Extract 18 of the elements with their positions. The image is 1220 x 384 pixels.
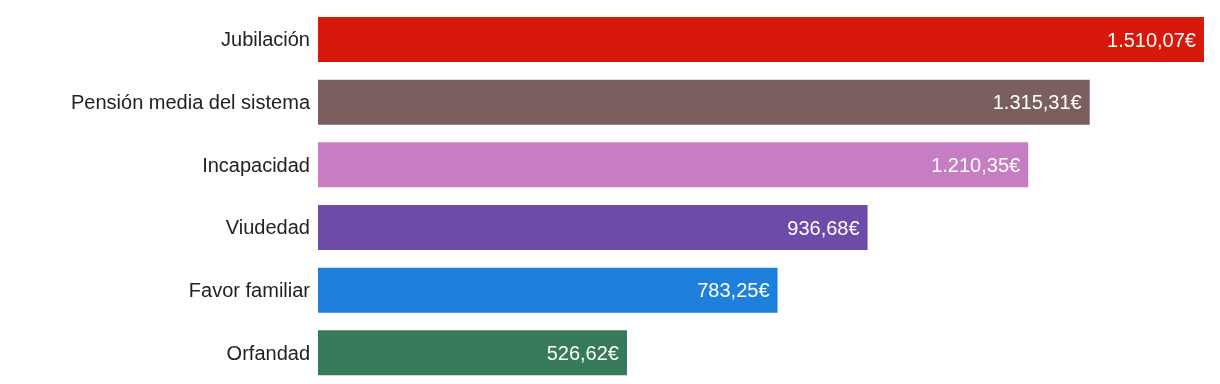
data-label: 1.210,35€ — [931, 153, 1021, 176]
bar — [318, 79, 1090, 125]
data-label: 1.510,07€ — [1107, 28, 1196, 51]
y-tick-label: Viudedad — [225, 216, 310, 239]
bar — [318, 142, 1029, 188]
bar — [318, 205, 868, 250]
y-tick-label: Jubilación — [221, 28, 310, 51]
data-label: 526,62€ — [546, 341, 619, 364]
y-tick-label: Orfandad — [226, 341, 310, 364]
data-label: 783,25€ — [697, 279, 770, 302]
y-tick-label: Incapacidad — [202, 153, 310, 176]
bar — [318, 330, 627, 376]
bar — [318, 267, 778, 313]
bar — [318, 17, 1204, 62]
y-tick-label: Pensión media del sistema — [70, 91, 311, 114]
data-label: 936,68€ — [787, 216, 860, 239]
data-label: 1.315,31€ — [992, 91, 1082, 114]
y-tick-label: Favor familiar — [188, 279, 311, 302]
